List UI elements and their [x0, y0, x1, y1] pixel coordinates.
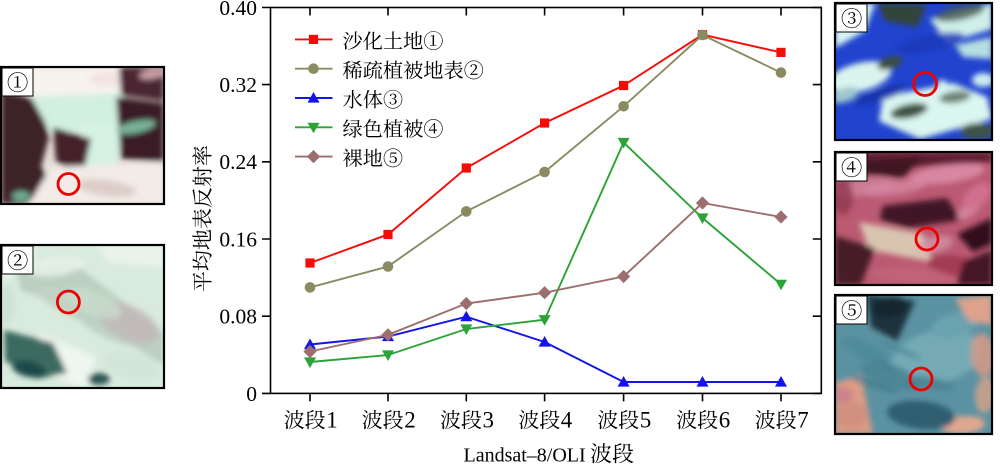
svg-text:2: 2 — [404, 408, 416, 433]
svg-text:0: 0 — [246, 382, 257, 406]
svg-text:5: 5 — [640, 408, 652, 433]
svg-text:0.40: 0.40 — [219, 0, 257, 20]
svg-text:0.32: 0.32 — [219, 73, 257, 97]
svg-text:6: 6 — [719, 408, 731, 433]
svg-text:3: 3 — [483, 408, 495, 433]
svg-text:1: 1 — [326, 408, 338, 433]
svg-text:0.16: 0.16 — [219, 227, 257, 251]
svg-text:0.24: 0.24 — [219, 150, 257, 174]
svg-text:4: 4 — [561, 408, 573, 433]
svg-text:Landsat–8/OLI: Landsat–8/OLI — [464, 445, 586, 465]
svg-text:0.08: 0.08 — [219, 305, 257, 329]
svg-text:7: 7 — [797, 408, 809, 433]
